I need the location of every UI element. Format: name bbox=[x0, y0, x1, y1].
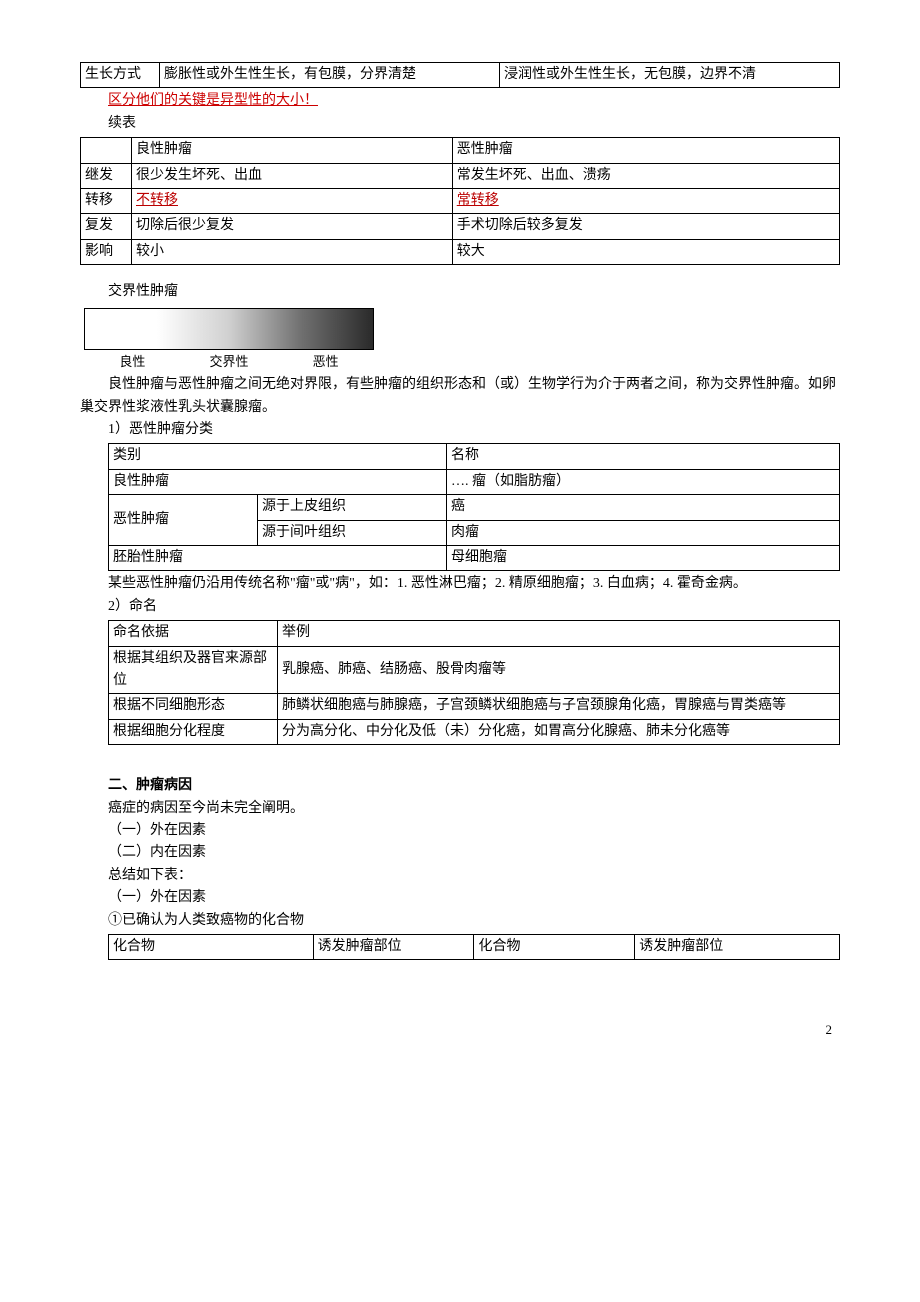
gradient-labels: 良性 交界性 恶性 bbox=[84, 352, 374, 373]
table-row: 根据不同细胞形态 肺鳞状细胞癌与肺腺癌，子宫颈鳞状细胞癌与子宫颈腺角化癌，胃腺癌… bbox=[109, 694, 840, 719]
etiology-line5: （一）外在因素 bbox=[80, 887, 840, 909]
table-tumor-classification: 类别 名称 良性肿瘤 …. 瘤（如脂肪瘤） 恶性肿瘤 源于上皮组织 癌 源于间叶… bbox=[108, 443, 840, 571]
cell-example: 分为高分化、中分化及低（未）分化癌，如胃高分化腺癌、肺未分化癌等 bbox=[278, 719, 840, 744]
gradient-bar bbox=[84, 308, 374, 350]
etiology-heading-text: 二、肿瘤病因 bbox=[108, 778, 192, 793]
cell-name: 肉瘤 bbox=[447, 520, 840, 545]
cell-malignant-header: 恶性肿瘤 bbox=[452, 138, 839, 163]
cell-compound-2: 化合物 bbox=[474, 934, 635, 959]
table-row: 胚胎性肿瘤 母细胞瘤 bbox=[109, 546, 840, 571]
cell-basis: 根据细胞分化程度 bbox=[109, 719, 278, 744]
key-distinction-line: 区分他们的关键是异型性的大小！ bbox=[80, 90, 840, 112]
etiology-line6: ①已确认为人类致癌物的化合物 bbox=[80, 910, 840, 932]
cell-benign-header: 良性肿瘤 bbox=[132, 138, 453, 163]
cell-site-2: 诱发肿瘤部位 bbox=[635, 934, 840, 959]
cell-benign: 不转移 bbox=[132, 188, 453, 213]
cell-header-basis: 命名依据 bbox=[109, 621, 278, 646]
cell-subcategory: 源于上皮组织 bbox=[258, 495, 447, 520]
borderline-description: 良性肿瘤与恶性肿瘤之间无绝对界限，有些肿瘤的组织形态和（或）生物学行为介于两者之… bbox=[80, 374, 840, 419]
cell-category: 胚胎性肿瘤 bbox=[109, 546, 447, 571]
cell-benign: 较小 bbox=[132, 239, 453, 264]
page-number: 2 bbox=[80, 1020, 840, 1041]
table-row: 继发 很少发生坏死、出血 常发生坏死、出血、溃疡 bbox=[81, 163, 840, 188]
table-row: 良性肿瘤 …. 瘤（如脂肪瘤） bbox=[109, 469, 840, 494]
table-row: 生长方式 膨胀性或外生性生长，有包膜，分界清楚 浸润性或外生性生长，无包膜，边界… bbox=[81, 63, 840, 88]
cell-malignant: 浸润性或外生性生长，无包膜，边界不清 bbox=[500, 63, 840, 88]
cell-example: 乳腺癌、肺癌、结肠癌、股骨肉瘤等 bbox=[278, 646, 840, 694]
cell-name: …. 瘤（如脂肪瘤） bbox=[447, 469, 840, 494]
cell-name: 癌 bbox=[447, 495, 840, 520]
gradient-label-malignant: 恶性 bbox=[277, 352, 374, 373]
cell-malignant: 常转移 bbox=[452, 188, 839, 213]
gradient-label-borderline: 交界性 bbox=[181, 352, 278, 373]
cell-header-category: 类别 bbox=[109, 444, 447, 469]
sec2-title: 2）命名 bbox=[80, 596, 840, 618]
table-benign-vs-malignant: 良性肿瘤 恶性肿瘤 继发 很少发生坏死、出血 常发生坏死、出血、溃疡 转移 不转… bbox=[80, 137, 840, 265]
table-growth-pattern: 生长方式 膨胀性或外生性生长，有包膜，分界清楚 浸润性或外生性生长，无包膜，边界… bbox=[80, 62, 840, 88]
table-header-row: 类别 名称 bbox=[109, 444, 840, 469]
emphasis-text: 常转移 bbox=[457, 193, 499, 208]
cell-site-1: 诱发肿瘤部位 bbox=[313, 934, 474, 959]
table-carcinogens: 化合物 诱发肿瘤部位 化合物 诱发肿瘤部位 bbox=[108, 934, 840, 960]
table-row: 复发 切除后很少复发 手术切除后较多复发 bbox=[81, 214, 840, 239]
etiology-heading: 二、肿瘤病因 bbox=[80, 775, 840, 797]
sec1-note: 某些恶性肿瘤仍沿用传统名称"瘤"或"病"，如：1. 恶性淋巴瘤；2. 精原细胞瘤… bbox=[80, 573, 840, 595]
table-row: 根据其组织及器官来源部位 乳腺癌、肺癌、结肠癌、股骨肉瘤等 bbox=[109, 646, 840, 694]
cell-malignant: 常发生坏死、出血、溃疡 bbox=[452, 163, 839, 188]
cell-label: 生长方式 bbox=[81, 63, 160, 88]
table-naming: 命名依据 举例 根据其组织及器官来源部位 乳腺癌、肺癌、结肠癌、股骨肉瘤等 根据… bbox=[108, 620, 840, 745]
borderline-title: 交界性肿瘤 bbox=[80, 281, 840, 303]
table-row: 转移 不转移 常转移 bbox=[81, 188, 840, 213]
table-header-row: 化合物 诱发肿瘤部位 化合物 诱发肿瘤部位 bbox=[109, 934, 840, 959]
cell-blank bbox=[81, 138, 132, 163]
emphasis-text: 不转移 bbox=[136, 193, 178, 208]
cell-compound-1: 化合物 bbox=[109, 934, 314, 959]
cell-example: 肺鳞状细胞癌与肺腺癌，子宫颈鳞状细胞癌与子宫颈腺角化癌，胃腺癌与胃类癌等 bbox=[278, 694, 840, 719]
table-row: 恶性肿瘤 源于上皮组织 癌 bbox=[109, 495, 840, 520]
etiology-line4: 总结如下表： bbox=[80, 865, 840, 887]
cell-rowlabel: 影响 bbox=[81, 239, 132, 264]
cell-basis: 根据其组织及器官来源部位 bbox=[109, 646, 278, 694]
table-header-row: 良性肿瘤 恶性肿瘤 bbox=[81, 138, 840, 163]
etiology-line2: （一）外在因素 bbox=[80, 820, 840, 842]
cell-malignant: 较大 bbox=[452, 239, 839, 264]
table-row: 影响 较小 较大 bbox=[81, 239, 840, 264]
key-distinction-text: 区分他们的关键是异型性的大小！ bbox=[108, 93, 318, 108]
cell-name: 母细胞瘤 bbox=[447, 546, 840, 571]
cell-malignant: 手术切除后较多复发 bbox=[452, 214, 839, 239]
cell-subcategory: 源于间叶组织 bbox=[258, 520, 447, 545]
cell-benign: 膨胀性或外生性生长，有包膜，分界清楚 bbox=[160, 63, 500, 88]
cell-benign: 很少发生坏死、出血 bbox=[132, 163, 453, 188]
table-header-row: 命名依据 举例 bbox=[109, 621, 840, 646]
cell-category: 良性肿瘤 bbox=[109, 469, 447, 494]
table-row: 根据细胞分化程度 分为高分化、中分化及低（未）分化癌，如胃高分化腺癌、肺未分化癌… bbox=[109, 719, 840, 744]
cell-rowlabel: 继发 bbox=[81, 163, 132, 188]
cell-benign: 切除后很少复发 bbox=[132, 214, 453, 239]
continued-label: 续表 bbox=[80, 113, 840, 135]
gradient-figure: 良性 交界性 恶性 bbox=[84, 308, 840, 373]
sec1-title: 1）恶性肿瘤分类 bbox=[80, 419, 840, 441]
cell-rowlabel: 转移 bbox=[81, 188, 132, 213]
cell-basis: 根据不同细胞形态 bbox=[109, 694, 278, 719]
cell-rowlabel: 复发 bbox=[81, 214, 132, 239]
gradient-label-benign: 良性 bbox=[84, 352, 181, 373]
etiology-line1: 癌症的病因至今尚未完全阐明。 bbox=[80, 798, 840, 820]
cell-category: 恶性肿瘤 bbox=[109, 495, 258, 546]
etiology-line3: （二）内在因素 bbox=[80, 842, 840, 864]
cell-header-example: 举例 bbox=[278, 621, 840, 646]
cell-header-name: 名称 bbox=[447, 444, 840, 469]
